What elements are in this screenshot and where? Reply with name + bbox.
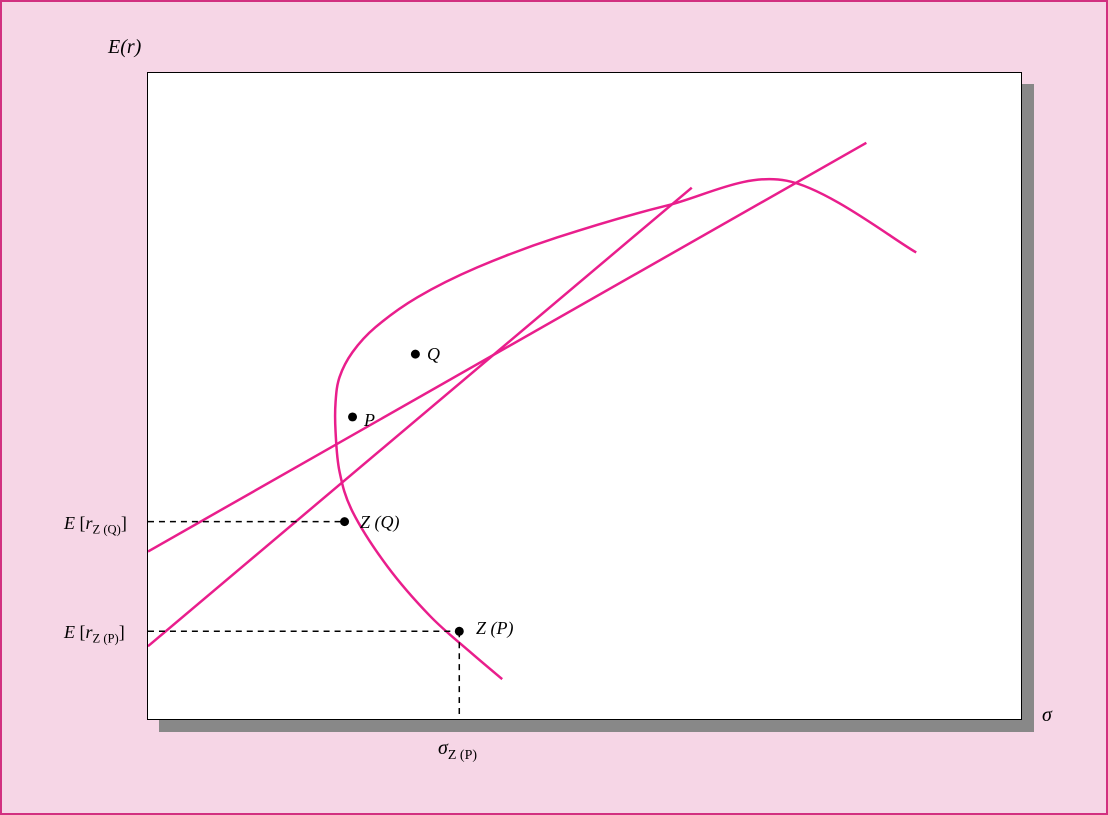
tick-ezq-r: r — [86, 513, 93, 533]
tick-ezp-e: E — [64, 622, 75, 642]
point-zp — [455, 627, 464, 636]
tangent-line-p — [148, 188, 692, 647]
tick-ezp-open: [ — [75, 622, 86, 642]
tick-ezp-sub: Z (P) — [93, 632, 119, 646]
point-label-q: Q — [427, 344, 440, 365]
point-q — [411, 350, 420, 359]
tick-sigzp-sigma: σ — [438, 737, 448, 759]
y-tick-e-rzp: E [rZ (P)] — [64, 622, 125, 647]
tick-ezq-close: ] — [121, 513, 127, 533]
y-tick-e-rzq: E [rZ (Q)] — [64, 513, 127, 538]
point-label-zq: Z (Q) — [360, 512, 400, 533]
point-label-p: P — [364, 410, 375, 431]
x-tick-sigma-zp: σZ (P) — [438, 737, 477, 764]
y-axis-label-e: E(r) — [108, 36, 141, 58]
chart-svg — [148, 73, 1021, 719]
tangent-line-q — [148, 143, 866, 552]
efficient-frontier-curve — [335, 179, 916, 679]
y-axis-label: E(r) — [108, 36, 141, 59]
tick-ezq-open: [ — [75, 513, 86, 533]
x-axis-label: σ — [1042, 704, 1052, 727]
point-label-zp: Z (P) — [476, 618, 514, 639]
tick-ezq-sub: Z (Q) — [93, 523, 121, 537]
tick-ezq-e: E — [64, 513, 75, 533]
tick-ezp-r: r — [86, 622, 93, 642]
outer-frame: E(r) σ P Q Z (Q) Z (P) E [rZ (Q)] E [rZ … — [0, 0, 1108, 815]
point-zq — [340, 517, 349, 526]
chart-area — [147, 72, 1022, 720]
point-p — [348, 412, 357, 421]
tick-ezp-close: ] — [119, 622, 125, 642]
tick-sigzp-sub: Z (P) — [448, 748, 477, 763]
x-axis-label-sigma: σ — [1042, 704, 1052, 726]
